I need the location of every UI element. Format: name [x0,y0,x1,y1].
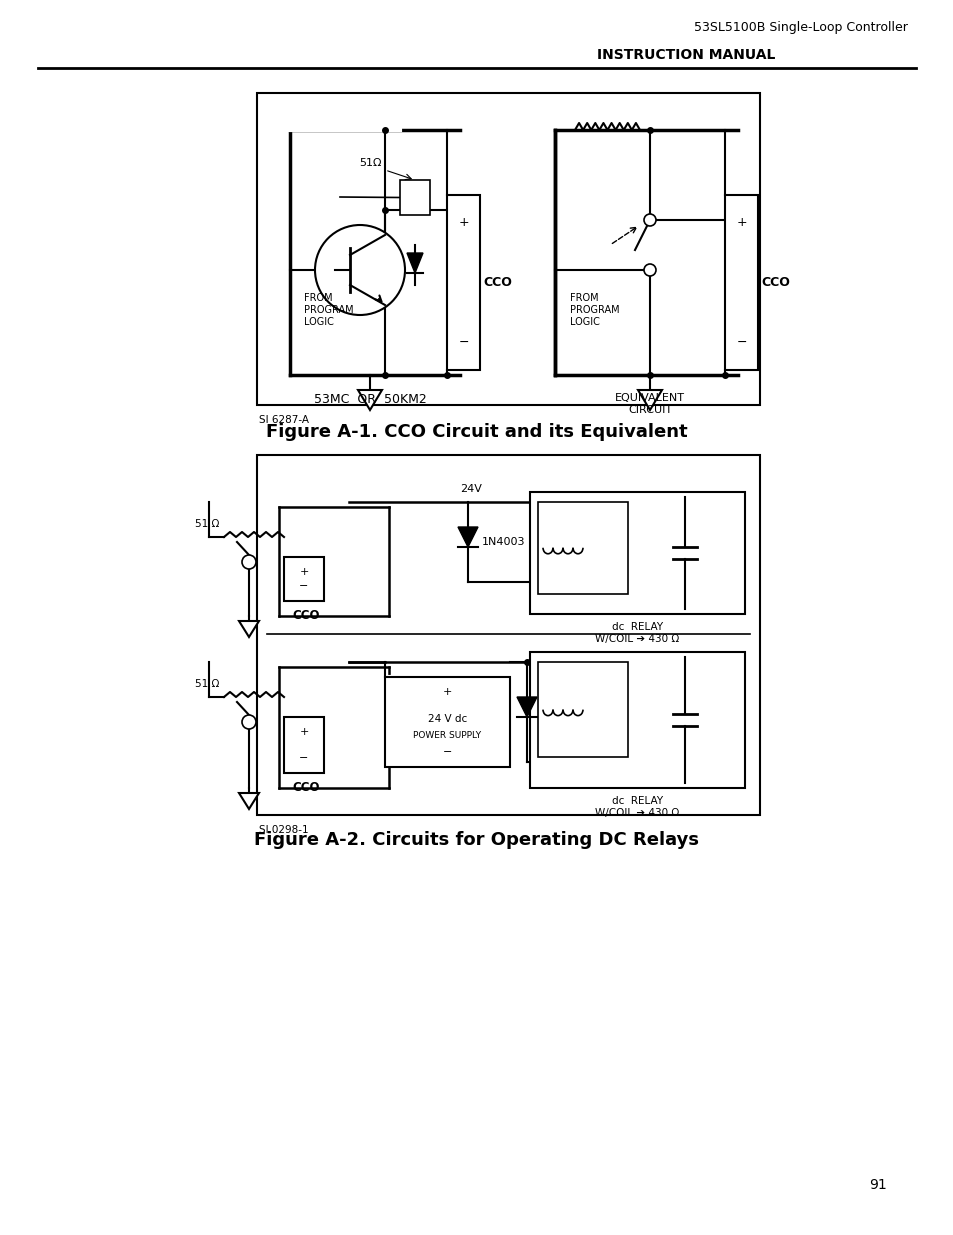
Polygon shape [638,390,661,410]
Polygon shape [457,527,477,547]
Text: 53SL5100B Single-Loop Controller: 53SL5100B Single-Loop Controller [694,21,907,35]
Bar [284,718,324,773]
Polygon shape [357,390,381,410]
Circle shape [314,225,405,315]
Text: CCO: CCO [292,609,319,622]
Text: 51 Ω: 51 Ω [194,519,219,529]
Text: FROM
PROGRAM
LOGIC: FROM PROGRAM LOGIC [304,293,354,327]
Circle shape [643,214,656,226]
Polygon shape [239,793,258,809]
Bar [530,492,744,614]
Bar [537,662,628,757]
Text: −: − [736,336,746,348]
Text: CCO: CCO [760,275,789,289]
Text: EQUIVALENT
CIRCUIT: EQUIVALENT CIRCUIT [615,393,684,415]
Bar [537,501,628,594]
Bar [256,93,760,405]
Bar [256,454,760,815]
Text: SI 0298-1: SI 0298-1 [258,825,309,835]
Text: 1N4003: 1N4003 [481,537,525,547]
Text: Figure A-2. Circuits for Operating DC Relays: Figure A-2. Circuits for Operating DC Re… [254,831,699,848]
Text: 53MC  OR  50KM2: 53MC OR 50KM2 [314,393,426,406]
Text: Figure A-1. CCO Circuit and its Equivalent: Figure A-1. CCO Circuit and its Equivale… [266,424,687,441]
Text: −: − [457,336,468,348]
Text: dc  RELAY
W/COIL ➔ 430 Ω: dc RELAY W/COIL ➔ 430 Ω [595,622,679,645]
Text: CCO: CCO [292,781,319,794]
Text: CCO: CCO [482,275,512,289]
Text: 91: 91 [868,1178,886,1192]
Text: SI 6287-A: SI 6287-A [258,415,309,425]
Text: +: + [736,216,746,230]
Bar [399,180,430,215]
Text: +: + [299,567,309,577]
Bar [724,195,758,370]
Text: 51Ω: 51Ω [359,158,381,168]
Polygon shape [517,697,537,718]
Bar [447,195,479,370]
Text: POWER SUPPLY: POWER SUPPLY [413,730,481,740]
Text: 24 V dc: 24 V dc [428,714,467,724]
Text: INSTRUCTION MANUAL: INSTRUCTION MANUAL [597,48,775,62]
Text: dc  RELAY
W/COIL ➔ 430 Ω: dc RELAY W/COIL ➔ 430 Ω [595,797,679,819]
Circle shape [242,555,255,569]
Text: +: + [442,687,452,697]
Text: −: − [442,747,452,757]
Text: FROM
PROGRAM
LOGIC: FROM PROGRAM LOGIC [569,293,619,327]
Text: 24V: 24V [459,484,481,494]
Polygon shape [407,253,422,273]
Text: +: + [299,727,309,737]
Circle shape [643,264,656,275]
Text: −: − [299,753,309,763]
Bar [284,557,324,601]
Text: +: + [457,216,468,230]
Circle shape [242,715,255,729]
Bar [530,652,744,788]
Polygon shape [239,621,258,637]
Bar [385,677,510,767]
Text: −: − [299,580,309,592]
Text: 51 Ω: 51 Ω [194,679,219,689]
